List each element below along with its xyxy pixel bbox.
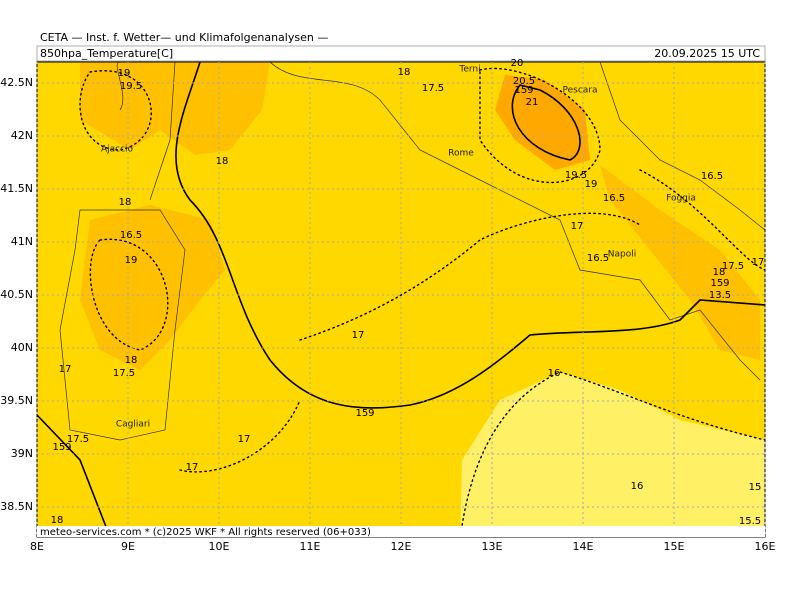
lat-label: 40N xyxy=(11,341,33,354)
contour-label: 16.5 xyxy=(701,171,723,182)
contour-label: 19.5 xyxy=(565,170,587,181)
contour-label: 17.5 xyxy=(422,83,444,94)
contour-label: 18 xyxy=(398,67,411,78)
contour-label: 18 xyxy=(51,515,64,526)
map-area xyxy=(37,62,765,537)
city-label: Napoli xyxy=(608,250,636,260)
contour-label: 19 xyxy=(118,68,131,79)
contour-label: 17 xyxy=(186,462,199,473)
contour-label: 17 xyxy=(571,221,584,232)
header-strip xyxy=(36,45,766,62)
lat-label: 42.5N xyxy=(0,76,33,89)
field-label: 850hpa_Temperature[C] xyxy=(40,47,173,60)
contour-label: 159 xyxy=(514,85,533,96)
lat-label: 41.5N xyxy=(0,182,33,195)
lon-label: 14E xyxy=(573,540,594,553)
city-label: Pescara xyxy=(562,86,597,96)
lon-label: 8E xyxy=(30,540,44,553)
contour-label: 17.5 xyxy=(722,261,744,272)
lat-label: 41N xyxy=(11,235,33,248)
lat-label: 40.5N xyxy=(0,288,33,301)
city-label: Rome xyxy=(448,149,474,159)
lon-label: 13E xyxy=(482,540,503,553)
contour-label: 15 xyxy=(749,482,762,493)
contour-label: 17 xyxy=(238,434,251,445)
contour-label: 17 xyxy=(752,257,765,268)
contour-label: 16.5 xyxy=(120,230,142,241)
lon-label: 16E xyxy=(755,540,776,553)
footer: meteo-services.com * (c)2025 WKF * All r… xyxy=(40,527,371,538)
contour-label: 17.5 xyxy=(113,368,135,379)
lat-label: 39N xyxy=(11,447,33,460)
contour-label: 16.5 xyxy=(603,193,625,204)
lon-label: 10E xyxy=(209,540,230,553)
lat-label: 38.5N xyxy=(0,500,33,513)
contour-label: 16 xyxy=(631,481,644,492)
contour-label: 18 xyxy=(125,355,138,366)
lat-label: 39.5N xyxy=(0,394,33,407)
contour-label: 15.5 xyxy=(739,516,761,527)
city-label: Cagliari xyxy=(116,420,150,430)
lon-label: 11E xyxy=(300,540,321,553)
contour-label: 159 xyxy=(355,408,374,419)
lon-label: 9E xyxy=(121,540,135,553)
contour-label: 159 xyxy=(52,442,71,453)
city-label: Terni xyxy=(458,65,480,75)
contour-label: 18 xyxy=(216,156,229,167)
contour-label: 21 xyxy=(526,97,539,108)
institute: CETA — Inst. f. Wetter— und Klimafolgena… xyxy=(40,31,328,44)
lat-label: 42N xyxy=(11,129,33,142)
contour-label: 17 xyxy=(352,330,365,341)
time-label: 20.09.2025 15 UTC xyxy=(654,47,760,60)
contour-label: 18 xyxy=(119,197,132,208)
contour-label: 20.5 xyxy=(513,76,535,87)
contour-label: 19.5 xyxy=(120,81,142,92)
contour-label: 159 xyxy=(710,278,729,289)
contour-label: 16 xyxy=(548,368,561,379)
city-label: Foggia xyxy=(666,194,696,204)
contour-label: 20 xyxy=(511,58,524,69)
footer-strip xyxy=(37,526,765,537)
contour-label: 17.5 xyxy=(67,434,89,445)
contour-label: 19 xyxy=(125,255,138,266)
contour-label: 18 xyxy=(713,267,726,278)
lon-label: 12E xyxy=(391,540,412,553)
contour-label: 16.5 xyxy=(587,253,609,264)
contour-label: 17 xyxy=(59,364,72,375)
contour-label: 13.5 xyxy=(709,290,731,301)
city-label: Ajaccio xyxy=(101,145,134,155)
lon-label: 15E xyxy=(664,540,685,553)
contour-label: 19 xyxy=(585,179,598,190)
